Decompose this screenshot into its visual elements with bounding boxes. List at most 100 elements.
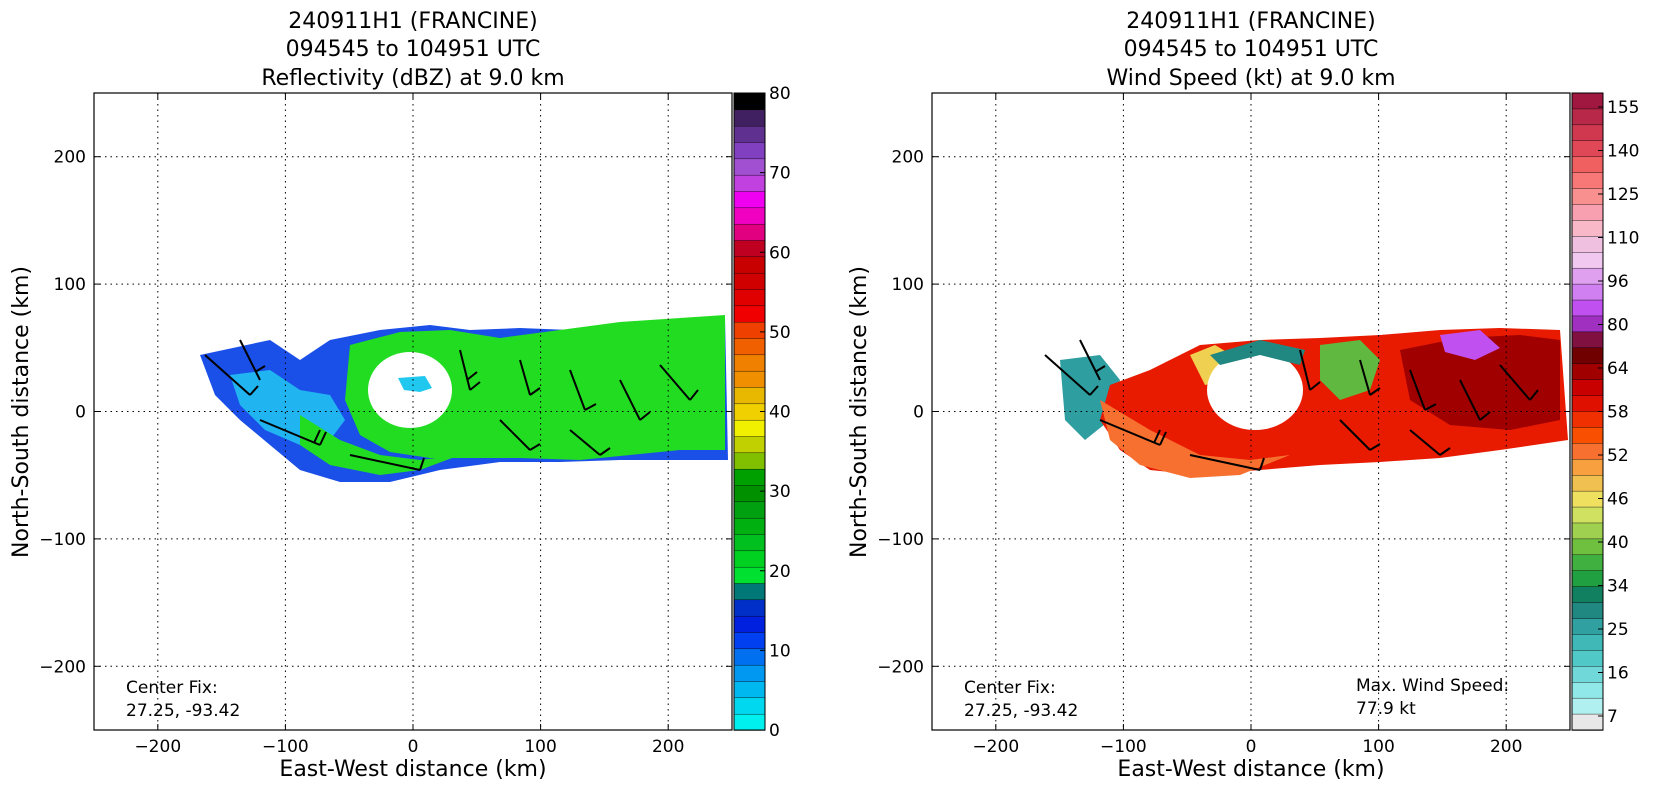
colorbar-swatch bbox=[733, 92, 766, 111]
x-tick-label: 0 bbox=[408, 737, 419, 757]
barb-mark bbox=[1299, 349, 1321, 391]
barb-mark bbox=[1409, 429, 1451, 456]
colorbar-swatch bbox=[1571, 267, 1604, 285]
barb-mark bbox=[659, 364, 699, 401]
reflectivity-colorbar-ticks: 0 10 20 30 40 50 60 70 80 bbox=[760, 84, 791, 741]
colorbar-tick-label: 40 bbox=[769, 403, 791, 423]
colorbar-tick-label: 40 bbox=[1607, 533, 1629, 553]
colorbar-tick-label: 10 bbox=[769, 641, 791, 661]
reflectivity-field bbox=[200, 315, 728, 482]
left-title-line-1: 240911H1 (FRANCINE) bbox=[288, 9, 537, 34]
y-tick-label: 100 bbox=[892, 275, 924, 295]
barb-mark bbox=[619, 379, 651, 421]
colorbar-swatch bbox=[1571, 283, 1604, 301]
barb-mark bbox=[1189, 454, 1265, 471]
y-tick-label: −100 bbox=[39, 530, 86, 550]
wind-purple-region bbox=[1440, 330, 1500, 360]
reflectivity-panel: 240911H1 (FRANCINE) 094545 to 104951 UTC… bbox=[9, 9, 791, 782]
colorbar-swatch bbox=[1571, 172, 1604, 190]
colorbar-swatch bbox=[1571, 475, 1604, 492]
colorbar-swatch bbox=[733, 631, 766, 650]
colorbar-swatch bbox=[733, 484, 766, 503]
colorbar-swatch bbox=[1571, 713, 1604, 731]
wind-barbs-right bbox=[1044, 339, 1539, 471]
x-tick-label: −100 bbox=[262, 737, 309, 757]
x-tick-label: −200 bbox=[972, 737, 1019, 757]
y-tick-label: −200 bbox=[877, 657, 924, 677]
colorbar-swatch bbox=[733, 435, 766, 454]
colorbar-swatch bbox=[1571, 490, 1604, 508]
right-title-line-2: 094545 to 104951 UTC bbox=[1124, 37, 1379, 62]
colorbar-swatch bbox=[1571, 220, 1604, 238]
right-title-line-1: 240911H1 (FRANCINE) bbox=[1126, 9, 1375, 34]
colorbar-swatch bbox=[733, 337, 766, 356]
barb-mark bbox=[204, 354, 259, 396]
colorbar-swatch bbox=[733, 174, 766, 192]
right-center-fix-label: Center Fix: bbox=[964, 678, 1056, 698]
colorbar-swatch bbox=[1571, 697, 1604, 715]
colorbar-swatch bbox=[733, 599, 766, 617]
barb-mark bbox=[1459, 379, 1491, 421]
wind-speed-panel: 240911H1 (FRANCINE) 094545 to 104951 UTC… bbox=[847, 9, 1639, 782]
colorbar-swatch bbox=[1571, 522, 1604, 540]
barb-mark bbox=[519, 359, 541, 396]
y-tick-label: 100 bbox=[54, 275, 86, 295]
colorbar-swatch bbox=[733, 190, 766, 209]
left-xticks: −200 −100 0 100 200 bbox=[134, 93, 684, 757]
colorbar-tick-label: 110 bbox=[1607, 229, 1639, 249]
max-wind-value: 77.9 kt bbox=[1356, 699, 1416, 719]
colorbar-swatch bbox=[1571, 443, 1604, 460]
barb-mark bbox=[1359, 359, 1381, 396]
left-yticks: 200 100 0 −100 −200 bbox=[39, 148, 732, 677]
x-tick-label: 200 bbox=[1490, 737, 1522, 757]
colorbar-swatch bbox=[733, 680, 766, 699]
colorbar-swatch bbox=[733, 272, 766, 290]
colorbar-swatch bbox=[733, 223, 766, 241]
colorbar-swatch bbox=[1571, 570, 1604, 588]
colorbar-swatch bbox=[1571, 618, 1604, 636]
left-title-line-3: Reflectivity (dBZ) at 9.0 km bbox=[261, 66, 564, 91]
colorbar-tick-label: 7 bbox=[1607, 707, 1618, 727]
x-tick-label: −200 bbox=[134, 737, 181, 757]
reflectivity-eye-echo bbox=[398, 376, 432, 392]
colorbar-tick-label: 96 bbox=[1607, 272, 1629, 292]
barb-mark bbox=[459, 349, 481, 391]
colorbar-tick-label: 70 bbox=[769, 164, 791, 184]
colorbar-swatch bbox=[733, 566, 766, 584]
barb-mark bbox=[1499, 364, 1539, 401]
wind-orange-region bbox=[1100, 400, 1290, 478]
colorbar-tick-label: 50 bbox=[769, 323, 791, 343]
colorbar-swatch bbox=[733, 713, 766, 731]
x-tick-label: −100 bbox=[1100, 737, 1147, 757]
colorbar-swatch bbox=[733, 239, 766, 258]
colorbar-swatch bbox=[1571, 634, 1604, 652]
wind-eye bbox=[1207, 350, 1303, 430]
colorbar-swatch bbox=[1571, 459, 1604, 476]
barb-mark bbox=[349, 454, 425, 471]
colorbar-swatch bbox=[1571, 411, 1604, 429]
colorbar-swatch bbox=[733, 468, 766, 486]
colorbar-swatch bbox=[733, 550, 766, 568]
barb-mark bbox=[499, 419, 541, 451]
colorbar-swatch bbox=[1571, 379, 1604, 397]
colorbar-swatch bbox=[1571, 682, 1604, 699]
colorbar-tick-label: 46 bbox=[1607, 490, 1629, 510]
colorbar-swatch bbox=[733, 109, 766, 127]
wind-green-region bbox=[1320, 340, 1380, 400]
left-center-fix-label: Center Fix: bbox=[126, 678, 218, 698]
y-tick-label: 200 bbox=[54, 148, 86, 168]
colorbar-swatch bbox=[1571, 188, 1604, 206]
colorbar-swatch bbox=[1571, 538, 1604, 556]
wind-speed-colorbar-ticks: 155 140 125 110 96 80 64 58 52 46 40 34 25 16 7 bbox=[1598, 98, 1639, 727]
colorbar-swatch bbox=[1571, 650, 1604, 667]
colorbar-swatch bbox=[733, 256, 766, 274]
colorbar-swatch bbox=[733, 354, 766, 372]
colorbar-tick-label: 34 bbox=[1607, 577, 1629, 597]
colorbar-tick-label: 155 bbox=[1607, 98, 1639, 118]
reflectivity-colorbar bbox=[733, 92, 766, 731]
colorbar-swatch bbox=[733, 615, 766, 633]
colorbar-swatch bbox=[1571, 666, 1604, 683]
barb-mark bbox=[1409, 369, 1437, 411]
right-ylabel: North-South distance (km) bbox=[847, 266, 872, 558]
right-xlabel: East-West distance (km) bbox=[1117, 757, 1384, 782]
